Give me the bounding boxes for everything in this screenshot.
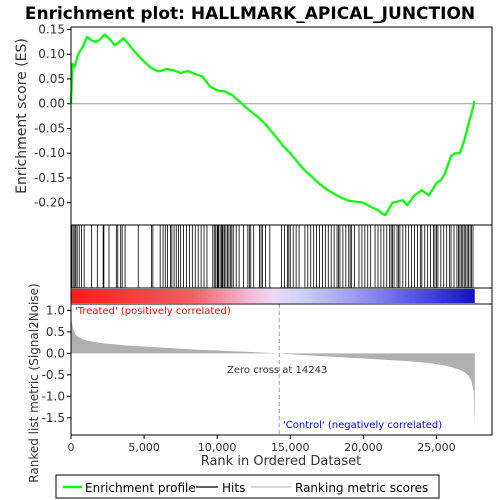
legend: Enrichment profile Hits Ranking metric s… (55, 474, 440, 499)
metric-ytick-label: -0.5 (42, 368, 65, 382)
ranking-heat-bar (70, 287, 493, 305)
x-axis-label: Rank in Ordered Dataset (201, 454, 362, 469)
legend-label-enrichment: Enrichment profile (85, 481, 196, 495)
metric-panel-frame (70, 303, 493, 436)
metric-ytick-label: 0.5 (46, 325, 65, 339)
control-label: 'Control' (negatively correlated) (283, 420, 442, 431)
hit-marks (71, 225, 474, 288)
xtick-label: 5,000 (128, 441, 160, 454)
legend-label-metric: Ranking metric scores (295, 481, 428, 495)
es-ytick-label: -0.05 (34, 121, 65, 135)
legend-label-hits: Hits (222, 481, 245, 495)
metric-ytick-label: 1.0 (46, 303, 65, 317)
es-y-axis-label: Enrichment score (ES) (14, 38, 30, 194)
legend-box (55, 474, 440, 499)
es-ytick-label: 0.15 (38, 22, 65, 36)
metric-y-ticks: 1.0 0.5 0.0 -0.5 -1.0 -1.5 (42, 303, 71, 425)
xtick-label: 15,000 (271, 441, 310, 454)
metric-panel: 1.0 0.5 0.0 -0.5 -1.0 -1.5 0 5,000 10,000 15,000… (27, 283, 493, 483)
es-ytick-label: 0.05 (38, 72, 65, 86)
metric-ytick-label: -1.5 (42, 411, 65, 425)
xtick-label: 10,000 (198, 441, 237, 454)
es-ytick-label: 0.10 (38, 47, 65, 61)
xtick-label: 0 (68, 441, 75, 454)
es-ytick-label: -0.10 (34, 146, 65, 160)
es-ytick-label: 0.00 (38, 97, 65, 111)
xtick-label: 25,000 (417, 441, 456, 454)
es-y-ticks: 0.15 0.10 0.05 0.00 -0.05 -0.10 -0.15 -0.20 (34, 22, 71, 210)
es-ytick-label: -0.20 (34, 196, 65, 210)
es-panel: 0.15 0.10 0.05 0.00 -0.05 -0.10 -0.15 -0.20 Enr… (14, 22, 493, 226)
treated-label: 'Treated' (positively correlated) (75, 306, 231, 317)
enrichment-profile-line (69, 33, 476, 217)
zero-cross-label: Zero cross at 14243 (227, 365, 327, 376)
metric-ytick-label: 0.0 (46, 346, 65, 360)
metric-y-axis-label: Ranked list metric (Signal2Noise) (27, 283, 41, 482)
metric-x-ticks: 0 5,000 10,000 15,000 20,000 25,000 (68, 435, 456, 454)
es-ytick-label: -0.15 (34, 171, 65, 185)
hits-panel (70, 224, 493, 289)
xtick-label: 20,000 (344, 441, 383, 454)
metric-ytick-label: -1.0 (42, 389, 65, 403)
heat-gradient (71, 289, 475, 303)
chart-title: Enrichment plot: HALLMARK_APICAL_JUNCTIO… (25, 4, 475, 24)
